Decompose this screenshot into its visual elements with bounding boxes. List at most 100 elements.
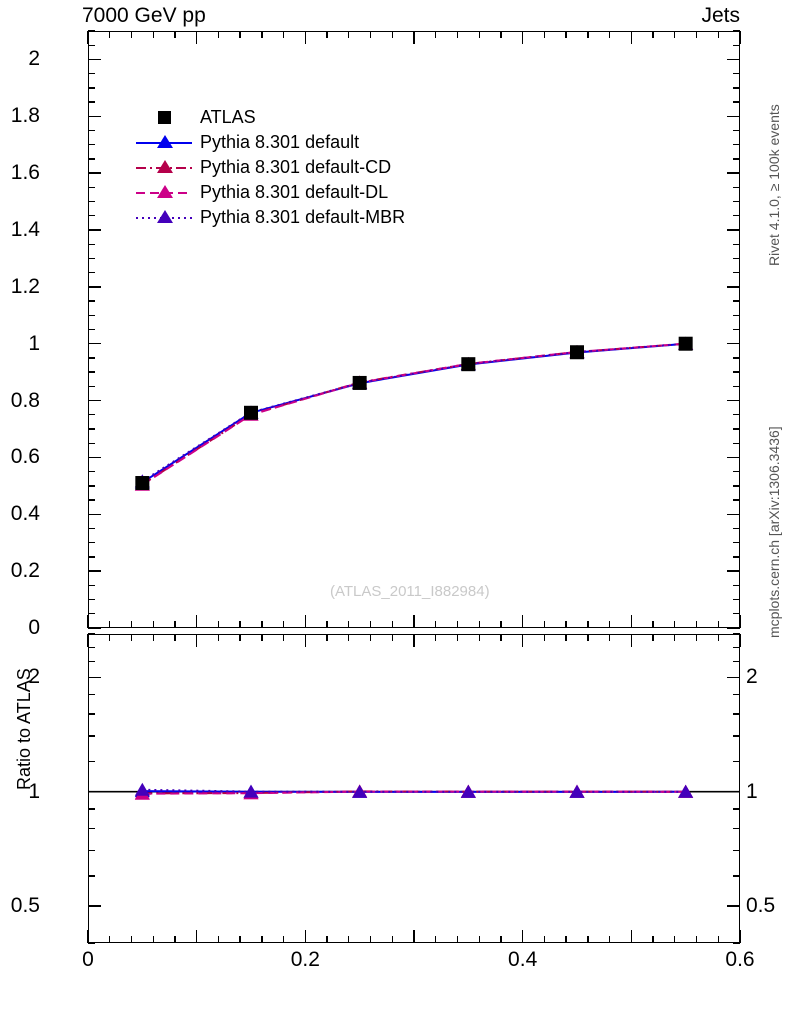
axis-tick	[88, 158, 95, 160]
axis-tick	[282, 621, 285, 628]
rivet-version-caption: Rivet 4.1.0, ≥ 100k events	[766, 104, 782, 266]
legend-triangle-marker	[157, 160, 173, 173]
axis-tick	[733, 849, 740, 852]
axis-tick	[88, 456, 101, 459]
ratio-y-tick-label-right: 1	[746, 779, 758, 803]
axis-tick	[478, 936, 480, 943]
axis-tick	[88, 343, 101, 345]
axis-tick	[521, 930, 524, 943]
axis-tick	[88, 791, 101, 793]
axis-tick	[733, 556, 740, 558]
axis-tick	[695, 31, 698, 38]
axis-tick	[152, 936, 154, 943]
axis-tick	[88, 442, 95, 444]
axis-tick	[88, 633, 95, 635]
axis-tick	[733, 72, 740, 75]
legend: ATLAS Pythia 8.301 default Pythia 8.301 de…	[136, 105, 436, 230]
axis-tick	[565, 31, 567, 38]
axis-tick	[88, 72, 95, 75]
axis-tick	[587, 936, 589, 943]
axis-tick	[587, 621, 589, 628]
x-tick-label: 0	[82, 948, 94, 971]
axis-tick	[87, 634, 89, 647]
axis-tick	[733, 300, 740, 302]
axis-tick	[727, 905, 740, 907]
axis-tick	[88, 87, 95, 89]
axis-tick	[261, 621, 263, 628]
axis-tick	[674, 936, 676, 943]
axis-tick	[727, 172, 740, 174]
ratio-y-tick-label-right: 0.5	[746, 894, 776, 918]
axis-tick	[733, 694, 740, 696]
axis-tick	[521, 615, 524, 628]
axis-tick	[88, 513, 101, 515]
main-y-tick-label: 0	[28, 616, 40, 639]
axis-tick	[652, 936, 654, 943]
axis-tick	[348, 634, 350, 641]
axis-tick	[109, 634, 111, 641]
axis-tick	[733, 808, 740, 810]
legend-entry[interactable]: Pythia 8.301 default-CD	[136, 155, 436, 180]
axis-tick	[304, 930, 307, 943]
x-tick-label: 0.4	[508, 948, 538, 971]
ratio-y-tick-label: 0.5	[10, 894, 40, 918]
axis-tick	[88, 271, 95, 274]
axis-tick	[733, 646, 740, 648]
legend-entry[interactable]: ATLAS	[136, 105, 436, 130]
legend-key	[136, 155, 192, 180]
ratio-y-tick-label-right: 2	[746, 665, 758, 689]
axis-tick	[261, 634, 263, 641]
main-y-tick-label: 1.4	[10, 218, 40, 241]
legend-key	[136, 205, 192, 230]
axis-tick	[478, 31, 480, 38]
axis-tick	[174, 31, 176, 38]
axis-tick	[587, 31, 589, 38]
legend-key	[136, 180, 192, 205]
axis-tick	[727, 791, 740, 793]
axis-tick	[456, 936, 459, 943]
axis-tick	[88, 101, 95, 103]
axis-tick	[109, 621, 111, 628]
axis-tick	[652, 634, 654, 641]
axis-tick	[435, 936, 437, 943]
axis-tick	[413, 31, 415, 44]
axis-tick	[733, 357, 740, 359]
axis-tick	[88, 30, 95, 32]
axis-tick	[733, 527, 740, 530]
axis-tick	[217, 31, 220, 38]
legend-key	[136, 105, 192, 130]
axis-tick	[727, 343, 740, 345]
axis-tick	[87, 930, 89, 943]
axis-tick	[88, 385, 95, 388]
axis-tick	[152, 31, 154, 38]
axis-tick	[88, 905, 101, 907]
axis-tick	[733, 613, 740, 615]
legend-entry[interactable]: Pythia 8.301 default	[136, 130, 436, 155]
axis-tick	[717, 621, 719, 628]
axis-tick	[733, 633, 740, 635]
axis-tick	[88, 172, 101, 174]
axis-tick	[369, 31, 372, 38]
axis-tick	[239, 634, 241, 641]
axis-tick	[152, 621, 154, 628]
x-tick-label: 0.2	[290, 948, 320, 971]
axis-tick	[326, 936, 328, 943]
axis-tick	[109, 936, 111, 943]
axis-tick	[195, 31, 198, 44]
legend-entry[interactable]: Pythia 8.301 default-MBR	[136, 205, 436, 230]
axis-tick	[733, 584, 740, 587]
axis-tick	[695, 634, 698, 641]
axis-tick	[88, 470, 95, 473]
legend-entry[interactable]: Pythia 8.301 default-DL	[136, 180, 436, 205]
axis-tick	[733, 257, 740, 260]
axis-tick	[130, 936, 133, 943]
legend-triangle-marker	[157, 185, 173, 198]
axis-tick	[652, 31, 654, 38]
axis-tick	[456, 31, 459, 38]
axis-tick	[88, 485, 95, 487]
axis-tick	[565, 634, 567, 641]
axis-tick	[733, 713, 740, 715]
axis-tick	[674, 621, 676, 628]
axis-tick	[369, 621, 372, 628]
